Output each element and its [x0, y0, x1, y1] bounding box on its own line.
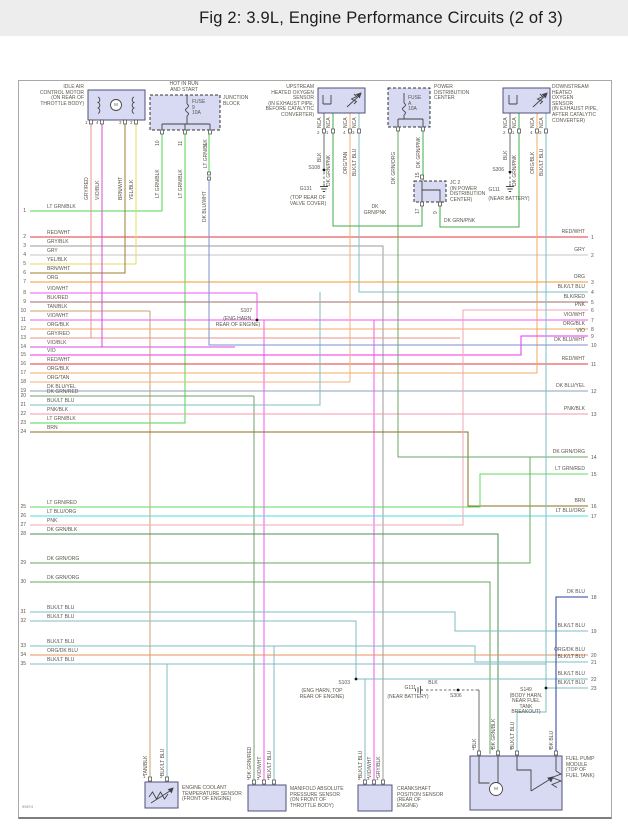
title-bar: Fig 2: 3.9L, Engine Performance Circuits…	[0, 0, 628, 36]
wire-lines	[30, 113, 588, 780]
splice-s108	[322, 168, 326, 172]
crank-sensor-box	[357, 784, 393, 812]
coil-icon	[96, 96, 101, 114]
component-boxes	[87, 87, 563, 812]
jc2-box	[413, 180, 447, 203]
splice-dots	[255, 168, 548, 692]
arrowhead	[355, 92, 362, 99]
fuse9-icon	[161, 95, 211, 130]
diagram-frame	[18, 80, 612, 819]
upstream-o2-box	[317, 87, 366, 114]
fuel-sender-icon	[478, 756, 563, 792]
splice-s103	[354, 677, 358, 681]
splice-s306-top	[508, 170, 512, 174]
arrowhead	[547, 776, 554, 783]
page-title: Fig 2: 3.9L, Engine Performance Circuits…	[199, 8, 563, 27]
downstream-o2-box	[502, 87, 551, 114]
ground-icon-g131	[319, 183, 329, 192]
splice-s306-bottom	[456, 688, 460, 692]
ground-icon-g111-bottom	[415, 685, 424, 695]
motor-icon	[110, 99, 122, 111]
pump-motor-icon	[489, 782, 503, 796]
connector-terminals	[89, 119, 558, 785]
jc2-internal	[421, 181, 441, 202]
pdc-box	[387, 87, 431, 128]
ground-icon-g111-top	[505, 183, 515, 192]
fuseA-icon	[397, 93, 424, 127]
splice-s107	[255, 318, 259, 322]
arrowhead	[541, 92, 548, 99]
coil-icon	[131, 96, 136, 114]
component-symbols	[96, 92, 563, 804]
arrowhead	[167, 787, 174, 794]
sheet-code: 99674	[22, 804, 34, 809]
splice-s149	[544, 686, 548, 690]
o2-heater-icon	[508, 95, 518, 105]
o2-heater-icon	[322, 95, 332, 105]
thermistor-icon	[148, 788, 174, 804]
map-sensor-box	[247, 784, 287, 812]
iac-motor-box	[87, 89, 146, 121]
